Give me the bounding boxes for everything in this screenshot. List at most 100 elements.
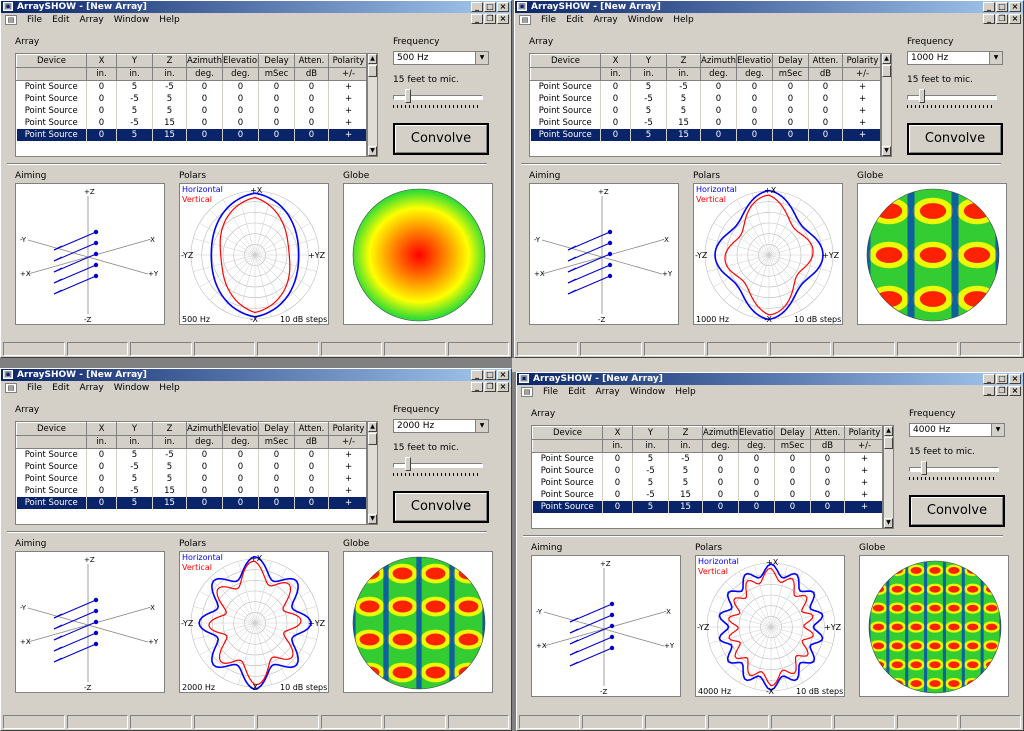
table-row[interactable]: Point Source 0 -5 15 0 0 0 0 +: [532, 489, 882, 501]
table-cell[interactable]: -5: [152, 80, 187, 93]
table-cell[interactable]: 0: [294, 497, 329, 509]
menu-edit[interactable]: Edit: [566, 15, 584, 25]
grid-scrollbar[interactable]: ▲ ▼: [883, 425, 894, 529]
table-cell[interactable]: 5: [116, 497, 153, 509]
table-cell[interactable]: 5: [630, 80, 667, 93]
menu-edit[interactable]: Edit: [52, 15, 70, 25]
table-cell[interactable]: 5: [668, 477, 703, 489]
table-cell[interactable]: Point Source: [532, 489, 603, 501]
table-cell[interactable]: -5: [666, 80, 701, 93]
table-cell[interactable]: 5: [152, 105, 187, 117]
slider-thumb[interactable]: [921, 461, 927, 475]
column-header[interactable]: Azimuth: [702, 426, 739, 440]
table-row[interactable]: Point Source 0 5 15 0 0 0 0 +: [532, 501, 882, 513]
column-header[interactable]: Device: [530, 54, 601, 68]
document-icon[interactable]: ▤: [519, 15, 531, 25]
table-row[interactable]: Point Source 0 -5 5 0 0 0 0 +: [16, 461, 366, 473]
close-button[interactable]: ×: [497, 370, 509, 380]
table-cell[interactable]: +: [328, 473, 366, 485]
table-cell[interactable]: 5: [666, 93, 701, 105]
column-header[interactable]: Z: [152, 54, 187, 68]
table-cell[interactable]: 0: [736, 117, 773, 129]
table-cell[interactable]: 0: [86, 461, 117, 473]
column-header[interactable]: Y: [632, 426, 669, 440]
column-header[interactable]: Polarity: [328, 422, 366, 436]
table-cell[interactable]: 0: [774, 452, 811, 465]
table-cell[interactable]: 15: [668, 489, 703, 501]
table-cell[interactable]: 0: [186, 117, 223, 129]
table-cell[interactable]: 0: [808, 80, 843, 93]
mdi-close-button[interactable]: ×: [1009, 386, 1021, 396]
column-header[interactable]: Polarity: [842, 54, 880, 68]
scroll-thumb[interactable]: [882, 65, 891, 77]
column-header[interactable]: Azimuth: [700, 54, 737, 68]
table-row[interactable]: Point Source 0 5 -5 0 0 0 0 +: [16, 80, 366, 93]
table-row[interactable]: Point Source 0 5 -5 0 0 0 0 +: [16, 448, 366, 461]
table-cell[interactable]: 0: [772, 117, 809, 129]
table-cell[interactable]: 5: [632, 477, 669, 489]
table-cell[interactable]: 5: [152, 461, 187, 473]
table-cell[interactable]: 0: [258, 129, 295, 141]
table-cell[interactable]: Point Source: [530, 117, 601, 129]
column-header[interactable]: Atten.: [294, 422, 329, 436]
title-bar[interactable]: ▣ ArraySHOW - [New Array] _ □ ×: [517, 373, 1023, 385]
table-cell[interactable]: 0: [774, 465, 811, 477]
table-cell[interactable]: 0: [222, 473, 259, 485]
dropdown-arrow-icon[interactable]: ▼: [475, 52, 488, 64]
table-cell[interactable]: +: [328, 80, 366, 93]
mdi-close-button[interactable]: ×: [1009, 14, 1021, 24]
column-header[interactable]: Y: [630, 54, 667, 68]
table-cell[interactable]: Point Source: [530, 80, 601, 93]
title-bar[interactable]: ▣ ArraySHOW - [New Array] _ □ ×: [1, 1, 511, 13]
table-row[interactable]: Point Source 0 -5 15 0 0 0 0 +: [16, 117, 366, 129]
table-row[interactable]: Point Source 0 5 5 0 0 0 0 +: [16, 105, 366, 117]
table-cell[interactable]: 0: [774, 489, 811, 501]
menu-help[interactable]: Help: [673, 15, 694, 25]
table-cell[interactable]: -5: [116, 117, 153, 129]
table-cell[interactable]: -5: [630, 93, 667, 105]
table-cell[interactable]: 0: [186, 485, 223, 497]
frequency-select[interactable]: 1000 Hz ▼: [907, 51, 1003, 65]
slider-thumb[interactable]: [405, 457, 411, 471]
table-cell[interactable]: 5: [632, 452, 669, 465]
slider-thumb[interactable]: [405, 89, 411, 103]
scroll-up-button[interactable]: ▲: [882, 54, 891, 64]
mdi-minimize-button[interactable]: _: [471, 14, 483, 24]
table-cell[interactable]: Point Source: [16, 80, 87, 93]
table-cell[interactable]: +: [842, 93, 880, 105]
maximize-button[interactable]: □: [996, 2, 1008, 12]
column-header[interactable]: Polarity: [328, 54, 366, 68]
table-cell[interactable]: 0: [808, 117, 843, 129]
table-cell[interactable]: 0: [86, 93, 117, 105]
table-cell[interactable]: 0: [772, 105, 809, 117]
table-cell[interactable]: Point Source: [532, 501, 603, 513]
table-cell[interactable]: Point Source: [530, 93, 601, 105]
table-cell[interactable]: 0: [808, 105, 843, 117]
table-cell[interactable]: 0: [700, 93, 737, 105]
table-cell[interactable]: 0: [702, 477, 739, 489]
mdi-restore-button[interactable]: ❐: [996, 386, 1008, 396]
table-cell[interactable]: 0: [86, 497, 117, 509]
table-cell[interactable]: 0: [774, 477, 811, 489]
table-cell[interactable]: 0: [810, 501, 845, 513]
table-cell[interactable]: +: [844, 452, 882, 465]
mdi-restore-button[interactable]: ❐: [484, 14, 496, 24]
minimize-button[interactable]: _: [471, 370, 483, 380]
table-cell[interactable]: 0: [86, 448, 117, 461]
mdi-minimize-button[interactable]: _: [471, 382, 483, 392]
table-cell[interactable]: Point Source: [16, 473, 87, 485]
column-header[interactable]: Delay: [772, 54, 809, 68]
table-cell[interactable]: 15: [152, 129, 187, 141]
dropdown-arrow-icon[interactable]: ▼: [475, 420, 488, 432]
table-cell[interactable]: 0: [258, 485, 295, 497]
scroll-up-button[interactable]: ▲: [368, 54, 377, 64]
table-cell[interactable]: 0: [86, 117, 117, 129]
table-row[interactable]: Point Source 0 -5 15 0 0 0 0 +: [530, 117, 880, 129]
frequency-select[interactable]: 4000 Hz ▼: [909, 423, 1005, 437]
table-cell[interactable]: 15: [666, 117, 701, 129]
table-row[interactable]: Point Source 0 5 15 0 0 0 0 +: [16, 497, 366, 509]
table-cell[interactable]: 15: [152, 117, 187, 129]
table-row[interactable]: Point Source 0 5 5 0 0 0 0 +: [530, 105, 880, 117]
table-cell[interactable]: 0: [294, 485, 329, 497]
table-cell[interactable]: 0: [738, 501, 775, 513]
